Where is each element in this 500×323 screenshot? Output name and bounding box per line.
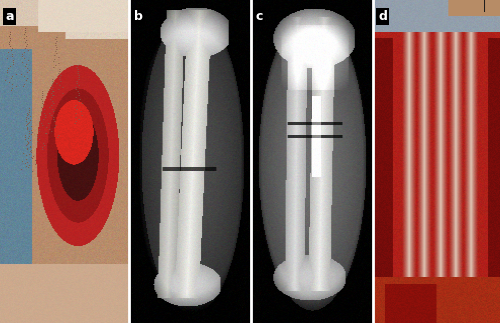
Text: a: a — [5, 10, 14, 23]
Text: d: d — [378, 10, 387, 23]
Text: b: b — [134, 10, 143, 23]
Text: c: c — [256, 10, 264, 23]
